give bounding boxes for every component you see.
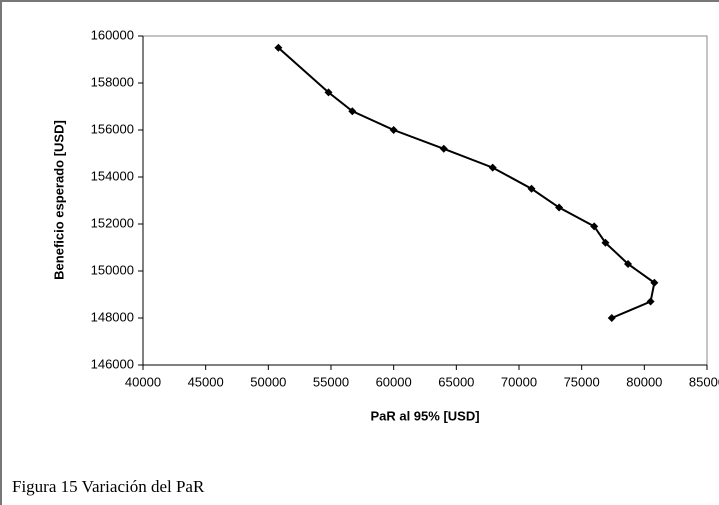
line [277, 47, 656, 319]
point [646, 297, 655, 306]
point [555, 203, 564, 212]
point [624, 259, 633, 268]
y-tick-label: 160000 [91, 27, 134, 42]
point [274, 43, 283, 52]
x-tick-label: 80000 [626, 374, 662, 389]
x-tick-label: 50000 [250, 374, 286, 389]
point [527, 184, 536, 193]
y-tick-label: 154000 [91, 168, 134, 183]
point [607, 314, 616, 322]
y-tick-label: 150000 [91, 262, 134, 277]
x-tick-label: 45000 [188, 374, 224, 389]
y-tick-label: 148000 [91, 309, 134, 324]
y-tick-label: 156000 [91, 121, 134, 136]
x-tick-label: 55000 [313, 374, 349, 389]
y-tick-label: 152000 [91, 215, 134, 230]
y-tick-label: 158000 [91, 74, 134, 89]
x-tick-label: 65000 [438, 374, 474, 389]
x-tick-label: 85000 [689, 374, 719, 389]
point [488, 163, 497, 172]
x-tick-label: 70000 [501, 374, 537, 389]
point [389, 126, 398, 134]
y-tick-label: 146000 [91, 356, 134, 371]
point [439, 144, 448, 153]
caption: Figura 15 Variación del PaR [12, 477, 205, 496]
point [601, 238, 610, 247]
x-tick-label: 60000 [376, 374, 412, 389]
point [348, 107, 357, 116]
x-tick-label: 75000 [564, 374, 600, 389]
point [324, 88, 333, 97]
x-axis-title: PaR al 95% [USD] [370, 408, 479, 423]
point [650, 278, 659, 287]
y-axis-title: Beneficio esperado [USD] [51, 120, 66, 280]
x-tick-label: 40000 [125, 374, 161, 389]
point [590, 222, 599, 231]
